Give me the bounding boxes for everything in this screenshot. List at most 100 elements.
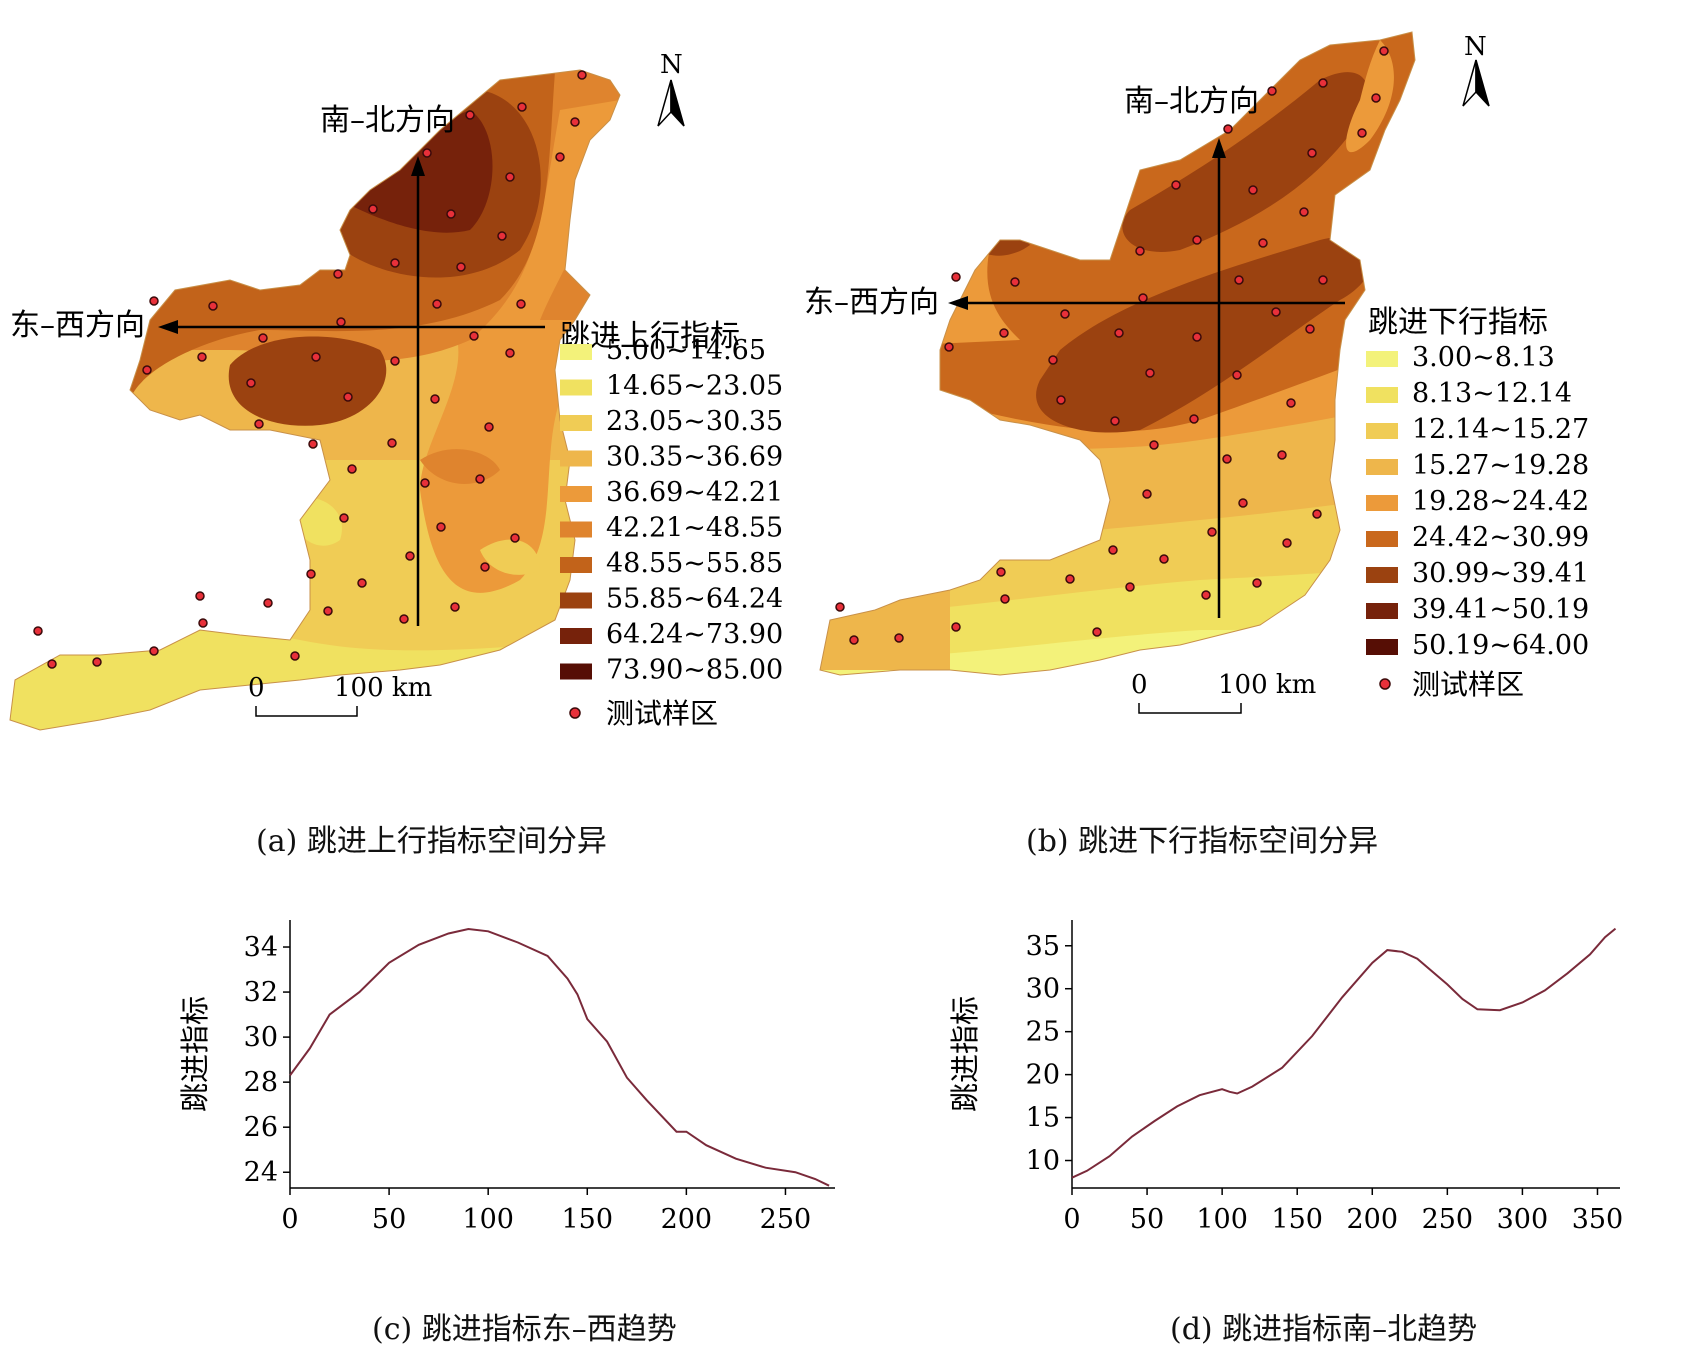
legend-swatch-a-9 [560,663,592,680]
sample-legend-label-b: 测试样区 [1412,668,1524,701]
ns-label-a: 南–北方向 [320,103,455,138]
legend-swatch-a-8 [560,628,592,644]
legend-swatch-a-0 [560,344,592,360]
chart-c: 050100150200250242628303234距离/km跳进指标 [178,920,835,1235]
legend-swatch-b-5 [1366,531,1398,547]
y-tick-label: 30 [244,1022,278,1053]
x-tick-label: 300 [1497,1204,1549,1235]
map-b: 南–北方向 东–西方向 N 跳进下行指标 3.00~8.13 8.13~12.14… [804,31,1589,714]
legend-label-b-5: 24.42~30.99 [1412,522,1589,553]
ew-arrow-a [158,320,545,334]
legend-swatch-b-6 [1366,567,1398,583]
x-tick-label: 50 [1130,1204,1164,1235]
trend-line [1071,927,1617,1179]
legend-swatch-b-1 [1366,387,1398,403]
y-tick-label: 24 [244,1157,278,1188]
legend-label-a-2: 23.05~30.35 [606,406,783,437]
y-tick-label: 25 [1026,1017,1060,1048]
x-tick-label: 250 [1422,1204,1474,1235]
ns-label-b: 南–北方向 [1124,84,1259,119]
sample-points-b [835,46,1389,645]
caption-c: (c) 跳进指标东–西趋势 [372,1312,677,1347]
svg-text:N: N [660,50,683,80]
trend-line [289,927,830,1187]
legend-swatch-b-2 [1366,423,1398,439]
x-tick-label: 0 [1063,1204,1080,1235]
north-arrow-icon: N [657,50,685,127]
legend-label-a-5: 42.21~48.55 [606,513,783,544]
legend-label-a-4: 36.69~42.21 [606,477,783,508]
legend-label-b-3: 15.27~19.28 [1412,450,1589,481]
north-arrow-icon: N [1462,32,1490,107]
legend-label-b-2: 12.14~15.27 [1412,414,1589,445]
scale-bar-a: 0 100 km [248,673,432,717]
legend-swatch-a-7 [560,592,592,609]
legend-label-a-0: 5.00~14.65 [606,335,766,366]
svg-text:100 km: 100 km [1218,670,1316,700]
svg-text:0: 0 [248,673,265,703]
x-tick-label: 250 [760,1204,812,1235]
legend-label-a-9: 73.90~85.00 [606,655,783,686]
y-tick-label: 28 [244,1067,278,1098]
ew-arrow-b [948,296,1345,310]
sample-legend-dot-a [569,707,581,719]
ew-label-a: 东–西方向 [10,308,145,343]
x-tick-label: 100 [462,1204,514,1235]
x-tick-label: 50 [372,1204,406,1235]
x-tick-label: 200 [1347,1204,1399,1235]
x-tick-label: 150 [561,1204,613,1235]
legend-swatch-b-4 [1366,495,1398,511]
legend-label-a-8: 64.24~73.90 [606,619,783,650]
scale-bar-b: 0 100 km [1131,670,1316,714]
legend-label-b-0: 3.00~8.13 [1412,342,1555,373]
legend-swatch-b-3 [1366,459,1398,475]
sample-points-a [33,70,587,669]
caption-d: (d) 跳进指标南–北趋势 [1170,1312,1478,1347]
legend-swatch-b-0 [1366,351,1398,367]
y-tick-label: 34 [244,932,278,963]
legend-label-b-8: 50.19~64.00 [1412,630,1589,661]
legend-swatch-a-5 [560,521,592,538]
caption-b: (b) 跳进下行指标空间分异 [1026,824,1379,859]
legend-label-b-1: 8.13~12.14 [1412,378,1572,409]
chart-d: 050100150200250300350101520253035距离/km跳进… [948,920,1624,1235]
legend-swatch-a-6 [560,557,592,573]
legend-swatch-b-8 [1366,639,1398,655]
y-tick-label: 26 [244,1112,278,1143]
legend-label-b-6: 30.99~39.41 [1412,558,1589,589]
y-axis-label: 跳进指标 [178,996,212,1112]
y-tick-label: 32 [244,977,278,1008]
legend-label-a-6: 48.55~55.85 [606,548,783,579]
caption-a: (a) 跳进上行指标空间分异 [256,824,607,859]
y-tick-label: 35 [1026,931,1060,962]
sample-legend-dot-b [1379,678,1391,690]
legend-swatch-b-7 [1366,603,1398,619]
legend-label-a-7: 55.85~64.24 [606,584,783,615]
svg-text:100 km: 100 km [334,673,432,703]
ns-arrow-a [411,156,425,626]
sample-legend-label-a: 测试样区 [606,697,718,730]
y-axis-label: 跳进指标 [948,996,982,1112]
ns-arrow-b [1212,138,1226,618]
legend-label-a-3: 30.35~36.69 [606,442,783,473]
y-tick-label: 15 [1026,1103,1060,1134]
ew-label-b: 东–西方向 [804,285,939,320]
svg-text:N: N [1464,32,1487,62]
y-tick-label: 20 [1026,1060,1060,1091]
legend-label-a-1: 14.65~23.05 [606,371,783,402]
x-tick-label: 100 [1196,1204,1248,1235]
map-a: 南–北方向 东–西方向 N 跳进上行指标 5.00~14.6514.65~23.… [9,50,783,731]
y-tick-label: 30 [1026,974,1060,1005]
legend-label-b-4: 19.28~24.42 [1412,486,1589,517]
x-tick-label: 0 [281,1204,298,1235]
legend-b: 3.00~8.13 8.13~12.14 12.14~15.27 15.27~19.2… [1366,342,1589,661]
x-tick-label: 200 [661,1204,713,1235]
x-tick-label: 150 [1271,1204,1323,1235]
legend-label-b-7: 39.41~50.19 [1412,594,1589,625]
legend-title-b: 跳进下行指标 [1368,305,1548,340]
x-tick-label: 350 [1572,1204,1624,1235]
legend-swatch-a-1 [560,379,592,396]
legend-swatch-a-3 [560,450,592,467]
y-tick-label: 10 [1026,1146,1060,1177]
legend-a: 5.00~14.65 14.65~23.05 23.05~30.35 30.35~36… [560,335,783,686]
